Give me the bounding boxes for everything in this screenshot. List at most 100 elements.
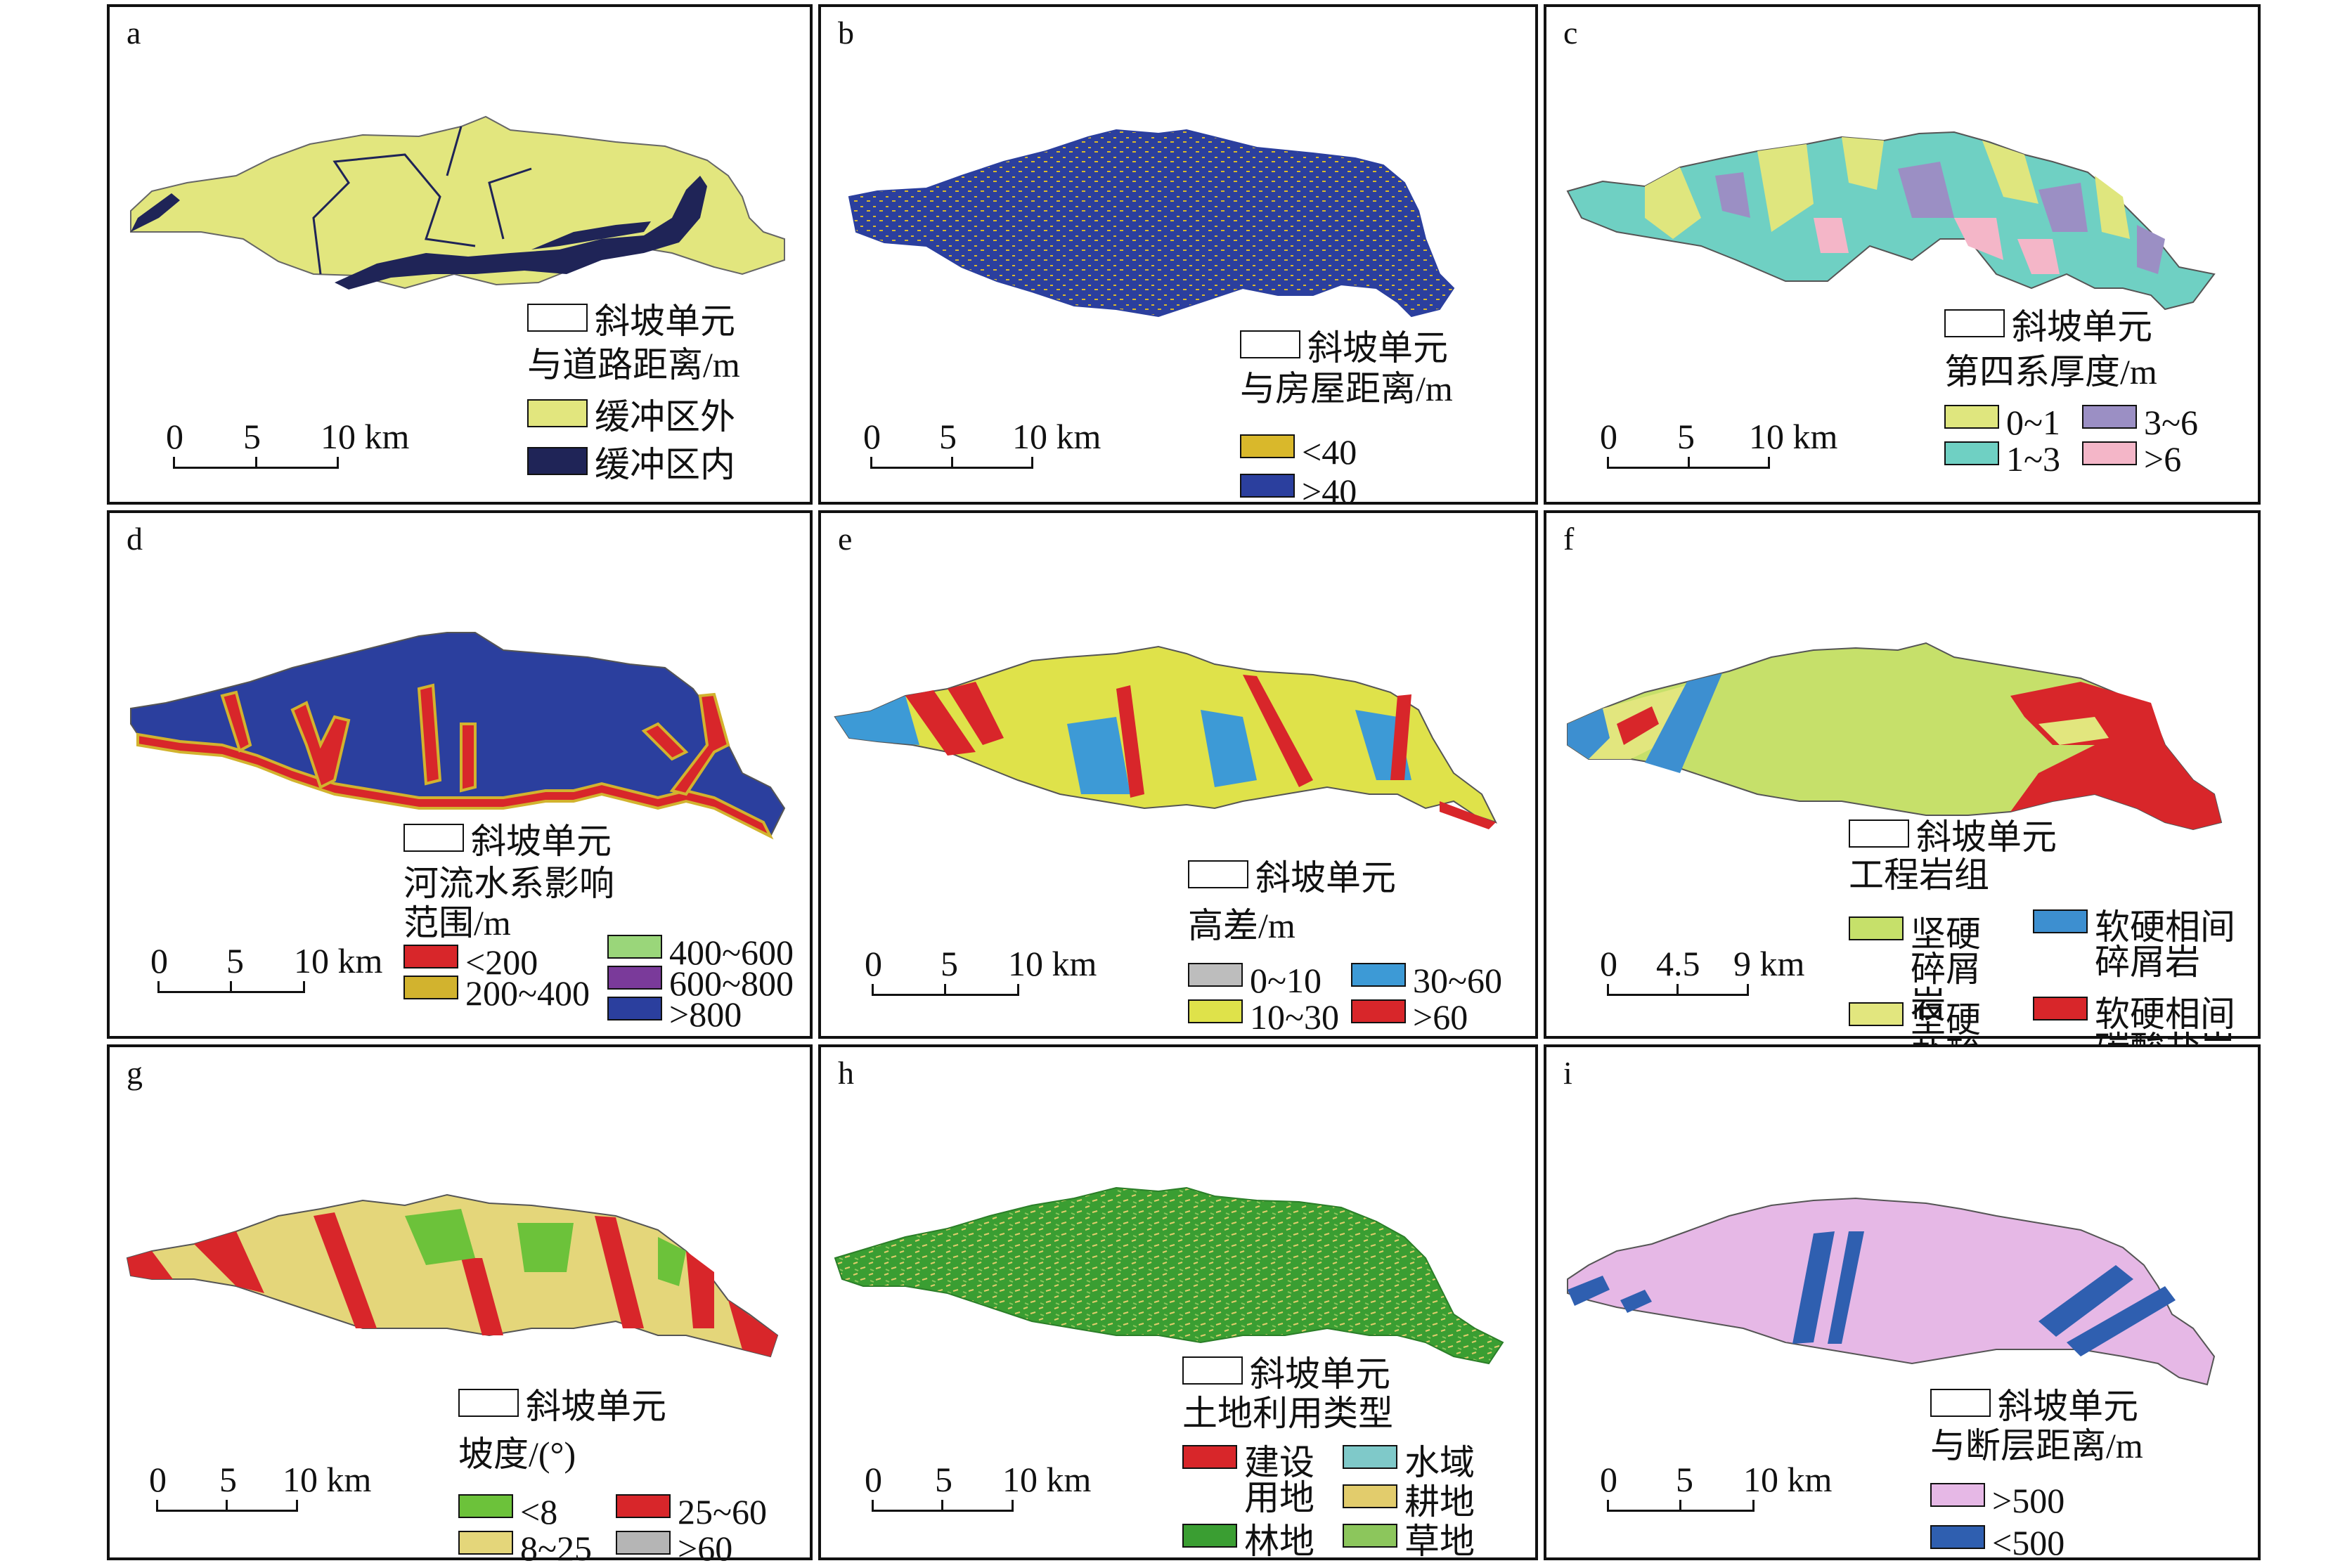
river-buffer [417, 683, 442, 786]
scale-line [1607, 457, 1770, 469]
panel-letter: e [838, 521, 853, 557]
legend-label: 缓冲区外 [595, 397, 735, 436]
scale-tick: 0 [1600, 944, 1617, 983]
legend-swatch [458, 1494, 513, 1518]
fault-buffer [1620, 1290, 1652, 1313]
fault-buffer [2038, 1265, 2133, 1337]
map-quaternary-thickness [1566, 131, 2216, 311]
road-line [312, 126, 532, 275]
legend-swatch [1930, 1389, 1991, 1417]
legend-label: 斜坡单元 [595, 302, 735, 341]
scale-line [872, 1500, 1014, 1512]
class-patch [686, 1251, 714, 1328]
scale-tick: 10 km [294, 941, 383, 980]
legend-swatch [2082, 441, 2137, 465]
legend-label: >40 [1302, 472, 1357, 511]
map-house-distance [848, 129, 1455, 318]
class-patch [1645, 673, 1722, 773]
legend-label: >60 [678, 1529, 733, 1568]
legend-swatch [1930, 1525, 1985, 1549]
map-slope [126, 1193, 779, 1358]
legend-label: 1~3 [2006, 439, 2061, 479]
legend-swatch [458, 1531, 513, 1555]
class-patch [728, 1300, 777, 1356]
legend-swatch [607, 997, 662, 1021]
legend-label: >60 [1413, 997, 1468, 1037]
legend-label: 耕地 [1404, 1482, 1475, 1522]
scale-tick: 0 [1600, 417, 1617, 456]
scale-tick: 0 [150, 941, 168, 980]
legend-swatch [2033, 909, 2088, 933]
class-patch [595, 1216, 644, 1328]
legend-label: 斜坡单元 [1307, 328, 1448, 368]
legend-label: 林地 [1244, 1522, 1314, 1561]
scale-tick: 4.5 [1656, 944, 1700, 983]
scale-line [870, 457, 1033, 469]
scale-tick: 10 km [1008, 944, 1097, 983]
class-patch [1568, 708, 1610, 759]
legend-swatch [403, 945, 458, 968]
legend-swatch [1188, 963, 1243, 987]
class-patch [658, 1237, 686, 1286]
legend-swatch [1343, 1445, 1397, 1469]
class-patch [905, 690, 976, 756]
fault-buffer [2067, 1286, 2176, 1356]
class-patch [1842, 137, 1884, 190]
legend-swatch [458, 1389, 519, 1417]
scale-tick: 5 [941, 944, 958, 983]
class-patch [1757, 144, 1814, 232]
legend-label: 斜坡单元 [1255, 858, 1396, 898]
legend-title: 土地利用类型 [1182, 1394, 1393, 1433]
legend-title: 高差/m [1188, 906, 1295, 945]
scale-tick: 5 [1676, 1460, 1693, 1499]
scale-tick: 0 [166, 417, 183, 456]
scale-tick: 10 km [283, 1460, 372, 1499]
legend-swatch [1944, 309, 2005, 337]
panel-h: h 0 5 10 km 斜坡单元 土地利用类型 建设用地 水域 耕地 林地 草地 [818, 1044, 1538, 1560]
class-patch [1390, 694, 1411, 780]
legend-label: 0~10 [1250, 961, 1322, 1000]
legend-label: 软硬相间碎屑岩 [2095, 907, 2235, 982]
road-buffer [335, 176, 707, 290]
legend-swatch [1182, 1445, 1237, 1469]
legend-swatch [616, 1531, 671, 1555]
legend-swatch [1343, 1524, 1397, 1548]
panel-g: g 0 5 10 km 斜坡单元 坡度/(°) <8 25~60 8~25 >6… [107, 1044, 813, 1566]
panel-b: b 0 5 10 km 斜坡单元 与房屋距离/m <40 >40 [818, 4, 1538, 509]
legend-label: 缓冲区内 [595, 445, 735, 484]
legend-swatch [2082, 405, 2137, 429]
scale-line [156, 1500, 298, 1512]
scale-tick: 0 [863, 417, 881, 456]
scale-tick: 0 [865, 944, 882, 983]
legend-title: 范围/m [403, 903, 511, 942]
legend-swatch [1849, 1002, 1904, 1026]
legend-swatch [527, 399, 588, 427]
scale-tick: 5 [935, 1460, 952, 1499]
panel-letter: f [1563, 521, 1575, 557]
legend-swatch [1849, 916, 1904, 940]
legend-label: 斜坡单元 [1916, 817, 2057, 857]
legend-label: >500 [1992, 1481, 2065, 1520]
map-road-distance [130, 115, 785, 290]
legend-swatch [1188, 860, 1248, 888]
map-elevation-difference [834, 645, 1497, 829]
legend-swatch [616, 1494, 671, 1518]
legend-title: 第四系厚度/m [1944, 352, 2157, 391]
legend-swatch [1240, 330, 1300, 358]
fault-buffer [1792, 1231, 1835, 1344]
legend-swatch [1351, 999, 1406, 1023]
panel-letter: c [1563, 15, 1578, 51]
class-patch [1645, 167, 1701, 239]
class-patch [1954, 218, 2003, 260]
panel-letter: i [1563, 1055, 1572, 1091]
legend-swatch [1944, 441, 1999, 465]
scale-tick: 5 [219, 1460, 237, 1499]
study-area [848, 129, 1455, 318]
legend-label: <500 [1992, 1523, 2065, 1562]
panel-letter: a [127, 15, 141, 51]
legend-label: 坚硬碎屑岩 [1911, 914, 1981, 1024]
legend-title: 工程岩组 [1849, 855, 1989, 895]
legend-swatch [1182, 1356, 1243, 1385]
river-buffer [641, 722, 689, 761]
class-patch [1440, 801, 1496, 829]
